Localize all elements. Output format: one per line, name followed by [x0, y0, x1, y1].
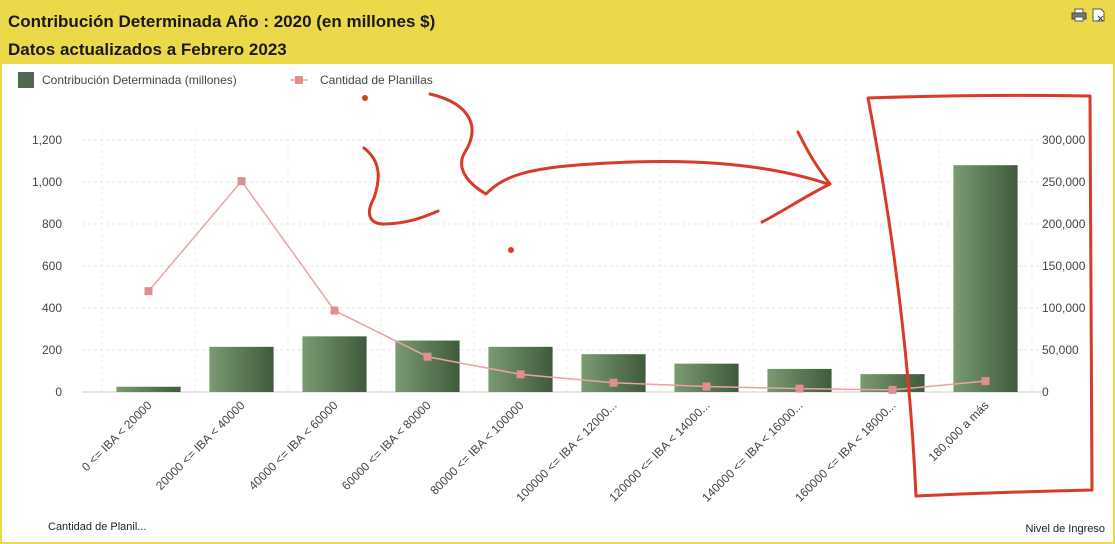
- line-point: [516, 370, 525, 379]
- line-series: [144, 177, 990, 394]
- header-toolbar: [1071, 8, 1107, 22]
- line-point: [237, 177, 246, 186]
- y-right-tick-label: 100,000: [1042, 301, 1086, 315]
- x-tick-label: 100000 <= IBA < 12000...: [513, 398, 619, 504]
- y-left-tick-label: 1,000: [32, 175, 62, 189]
- annotation-dot: [362, 95, 368, 101]
- bar: [395, 340, 460, 392]
- line-point: [981, 377, 990, 386]
- y-axis-left: 0 200 400 600 800 1,000 1,200: [32, 133, 62, 399]
- y-right-tick-label: 150,000: [1042, 259, 1086, 273]
- x-tick-label: 40000 <= IBA < 60000: [246, 398, 341, 493]
- y-left-tick-label: 600: [42, 259, 62, 273]
- y-right-tick-label: 50,000: [1042, 343, 1079, 357]
- annotation-scribble-2: [428, 92, 830, 196]
- x-tick-label: 0 <= IBA < 20000: [79, 398, 155, 474]
- x-tick-label: 160000 <= IBA < 18000...: [792, 398, 898, 504]
- line-point: [888, 385, 897, 394]
- y-right-tick-label: 300,000: [1042, 133, 1086, 147]
- legend: Contribución Determinada (millones) Cant…: [18, 72, 433, 88]
- bar: [116, 386, 181, 392]
- line-point: [609, 378, 618, 387]
- series-line: [147, 179, 986, 391]
- line-point: [330, 306, 339, 315]
- annotation-scribble: [362, 146, 440, 226]
- printer-icon[interactable]: [1071, 8, 1087, 22]
- bar: [767, 368, 832, 392]
- line-point: [795, 384, 804, 393]
- bar: [302, 336, 367, 392]
- bar-series: [116, 165, 1018, 392]
- legend-marker-icon: [295, 76, 303, 84]
- bar: [209, 346, 274, 392]
- x-tick-label: 120000 <= IBA < 14000...: [606, 398, 712, 504]
- bar: [488, 346, 553, 392]
- x-tick-label: 140000 <= IBA < 16000...: [699, 398, 805, 504]
- y-left-tick-label: 400: [42, 301, 62, 315]
- legend-swatch-bars: [18, 72, 34, 88]
- export-icon[interactable]: [1091, 8, 1107, 22]
- hand-annotations: [362, 92, 1094, 498]
- y-right-tick-label: 250,000: [1042, 175, 1086, 189]
- line-point: [423, 352, 432, 361]
- y-axis-right: 0 50,000 100,000 150,000 200,000 250,000 300,0…: [1042, 133, 1086, 399]
- annotation-arrowhead: [760, 130, 832, 224]
- y-left-tick-label: 1,200: [32, 133, 62, 147]
- footer-axis-title: Nivel de Ingreso: [1026, 523, 1106, 535]
- line-point: [702, 382, 711, 391]
- annotation-rectangle: [866, 93, 1094, 498]
- annotation-dot: [508, 247, 514, 253]
- legend-label-bars: Contribución Determinada (millones): [42, 73, 237, 87]
- chart-title: Contribución Determinada Año : 2020 (en …: [8, 12, 436, 31]
- bar: [953, 165, 1018, 392]
- x-tick-label: 180,000 a más: [926, 398, 992, 464]
- y-left-tick-label: 200: [42, 343, 62, 357]
- chart-subtitle: Datos actualizados a Febrero 2023: [8, 40, 287, 59]
- footer-left-label: Cantidad de Planil...: [48, 521, 146, 533]
- y-right-tick-label: 0: [1042, 385, 1049, 399]
- x-tick-label: 80000 <= IBA < 100000: [427, 398, 527, 498]
- line-point: [144, 287, 153, 296]
- panel-header: Contribución Determinada Año : 2020 (en …: [2, 2, 1113, 64]
- y-right-tick-label: 200,000: [1042, 217, 1086, 231]
- x-tick-label: 60000 <= IBA < 80000: [339, 398, 434, 493]
- x-tick-label: 20000 <= IBA < 40000: [153, 398, 248, 493]
- y-left-tick-label: 0: [55, 385, 62, 399]
- legend-label-line: Cantidad de Planillas: [320, 73, 433, 87]
- y-left-tick-label: 800: [42, 217, 62, 231]
